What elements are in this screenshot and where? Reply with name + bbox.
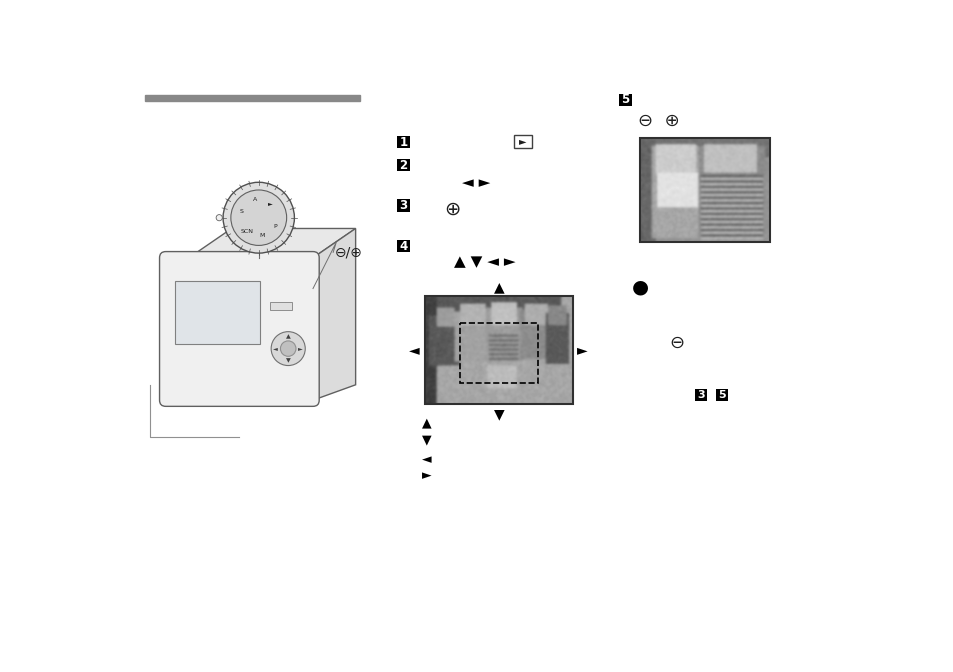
Bar (397, 240, 410, 253)
Bar (174, 281, 260, 344)
Circle shape (231, 190, 286, 245)
Text: ◄ ►: ◄ ► (461, 175, 490, 190)
Bar (397, 159, 410, 171)
Bar (514, 135, 531, 149)
Text: ▲: ▲ (421, 417, 431, 430)
Text: P: P (273, 224, 276, 229)
Text: A: A (253, 197, 257, 202)
Circle shape (223, 182, 294, 253)
Text: 5: 5 (620, 93, 629, 106)
Text: ◄: ◄ (409, 343, 419, 357)
Text: ►: ► (518, 136, 526, 146)
Text: 3: 3 (697, 390, 704, 400)
Text: ⊕: ⊕ (444, 200, 460, 218)
Text: S: S (239, 209, 243, 214)
Circle shape (280, 341, 295, 356)
Text: 1: 1 (399, 136, 407, 149)
Bar (695, 388, 707, 401)
Polygon shape (189, 228, 355, 258)
Text: ▼: ▼ (286, 358, 291, 364)
Text: ⊖: ⊖ (669, 333, 684, 351)
Text: ▲: ▲ (493, 280, 504, 294)
Text: ⊖  ⊕: ⊖ ⊕ (638, 112, 679, 130)
Text: ▼: ▼ (421, 433, 431, 447)
Text: ►: ► (576, 343, 587, 357)
Text: 4: 4 (399, 240, 407, 253)
Bar (397, 199, 410, 212)
Circle shape (271, 332, 305, 366)
Text: ►: ► (298, 346, 303, 351)
Text: ▼: ▼ (493, 407, 504, 421)
Circle shape (216, 214, 222, 221)
Text: ►: ► (268, 201, 273, 206)
Text: ◄: ◄ (274, 346, 278, 351)
Bar (397, 136, 410, 149)
Text: 2: 2 (399, 159, 407, 172)
Bar (716, 388, 728, 401)
Text: ▲ ▼ ◄ ►: ▲ ▼ ◄ ► (454, 254, 516, 269)
Bar (618, 93, 631, 106)
Bar (639, 138, 769, 243)
Text: 3: 3 (399, 199, 407, 212)
Bar (270, 302, 292, 310)
Text: ▲: ▲ (286, 334, 291, 339)
Text: ►: ► (421, 469, 431, 482)
Text: 5: 5 (718, 390, 725, 400)
Text: ⊖/⊕: ⊖/⊕ (335, 245, 362, 259)
Text: ●: ● (632, 278, 649, 296)
Text: ◄: ◄ (421, 453, 431, 466)
Bar (145, 95, 359, 101)
FancyBboxPatch shape (159, 251, 319, 407)
Text: M: M (259, 233, 264, 239)
Text: SCN: SCN (240, 229, 253, 235)
Bar (425, 296, 572, 404)
Bar (459, 323, 537, 383)
Polygon shape (313, 228, 355, 401)
